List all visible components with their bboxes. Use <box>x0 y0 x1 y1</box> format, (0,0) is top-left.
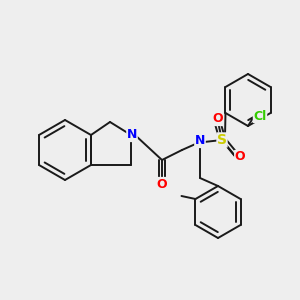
Text: N: N <box>127 128 137 142</box>
Text: N: N <box>195 134 205 148</box>
Text: Cl: Cl <box>254 110 267 122</box>
Text: S: S <box>217 133 227 147</box>
Text: O: O <box>157 178 167 190</box>
Text: O: O <box>235 151 245 164</box>
Text: O: O <box>213 112 223 125</box>
